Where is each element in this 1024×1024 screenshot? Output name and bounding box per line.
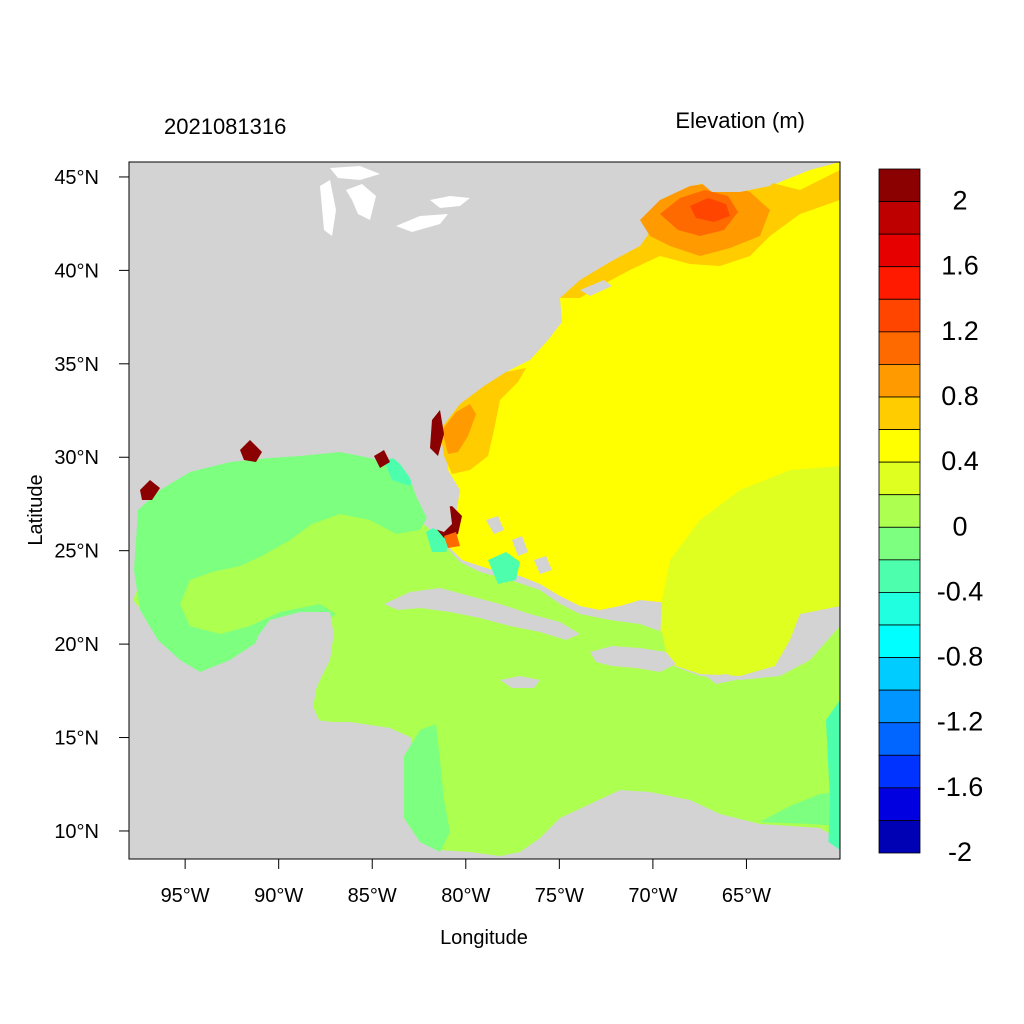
y-tick-label: 20°N — [54, 634, 99, 656]
florida-panhandle-surge — [374, 450, 390, 468]
south-caribbean-coast-anomaly — [760, 792, 840, 826]
map-plot-area — [128, 161, 841, 860]
south-america-coast — [540, 794, 840, 859]
lake-erie — [396, 214, 448, 232]
y-tick-label: 15°N — [54, 728, 99, 750]
colorbar-label: 0.8 — [941, 381, 979, 411]
carolina-coast-anomaly-core — [442, 404, 476, 454]
y-tick-label: 40°N — [54, 260, 99, 282]
yucatan-peninsula — [250, 612, 334, 714]
variable-title: Elevation (m) — [675, 108, 805, 133]
colorbar-swatch — [878, 364, 921, 398]
colorbar-swatch — [878, 689, 921, 724]
colorbar-swatch — [878, 396, 921, 430]
lesser-antilles-anomaly — [826, 700, 840, 859]
x-tick-label: 70°W — [628, 885, 677, 907]
southeast-coast-anomaly — [440, 368, 526, 474]
date-title: 2021081316 — [164, 114, 286, 139]
lake-superior — [330, 166, 380, 180]
georgia-coast-surge — [430, 410, 444, 456]
colorbar-swatch — [878, 592, 921, 626]
colorbar-label: -1.6 — [937, 772, 984, 802]
colorbar-swatch — [878, 461, 921, 496]
caribbean-sea-region — [133, 494, 840, 856]
y-tick-label: 10°N — [54, 821, 99, 843]
gulf-of-maine-anomaly-peak — [690, 198, 730, 222]
lake-michigan — [320, 180, 336, 236]
x-axis-label: Longitude — [440, 927, 528, 949]
colorbar-swatch — [878, 494, 921, 528]
latitude-axis: 10°N 15°N 20°N 25°N 30°N 35°N 40°N 45°N — [54, 167, 129, 843]
east-atlantic-region — [660, 466, 840, 676]
colorbar-label: 2 — [952, 186, 967, 216]
y-tick-label: 35°N — [54, 354, 99, 376]
long-island — [580, 280, 612, 296]
plot-frame — [128, 161, 841, 860]
puerto-rico-island — [706, 674, 736, 684]
colorbar-swatch — [878, 526, 921, 561]
y-axis-label: Latitude — [25, 474, 47, 545]
florida-peninsula — [386, 450, 452, 532]
colorbar-label: 1.6 — [941, 251, 979, 281]
lake-huron — [346, 184, 376, 220]
colorbar-swatch — [878, 657, 921, 691]
colorbar-swatch — [878, 429, 921, 463]
colorbar-label: -0.8 — [937, 642, 984, 672]
y-tick-label: 30°N — [54, 447, 99, 469]
x-tick-label: 65°W — [722, 885, 771, 907]
colorbar-label: -2 — [948, 837, 972, 867]
colorbar-swatch — [878, 722, 921, 756]
bahamas-banks-anomaly — [488, 552, 520, 584]
lake-ontario — [430, 196, 470, 208]
x-tick-label: 75°W — [535, 885, 584, 907]
colorbar-swatch — [878, 201, 921, 235]
cuba-island — [384, 588, 580, 640]
y-tick-label: 25°N — [54, 541, 99, 563]
colorbar-swatch — [878, 168, 921, 202]
x-tick-label: 80°W — [441, 885, 490, 907]
colorbar-label: 1.2 — [941, 316, 979, 346]
central-america-coast-anomaly — [404, 724, 450, 852]
x-tick-label: 95°W — [161, 885, 210, 907]
colorbar-swatch — [878, 624, 921, 658]
bahamas-islands — [486, 516, 552, 574]
colorbar-swatch — [878, 559, 921, 593]
nova-scotia-land — [700, 170, 780, 192]
colorbar: 2 1.6 1.2 0.8 0.4 0 -0.4 -0.8 -1.2 -1.6 -2 — [878, 168, 984, 867]
x-tick-label: 90°W — [254, 885, 303, 907]
gulf-of-mexico-region — [134, 452, 430, 672]
south-florida-surge-edge — [444, 532, 460, 548]
colorbar-label: 0 — [952, 511, 967, 541]
colorbar-swatch — [878, 298, 921, 333]
jamaica-island — [500, 676, 540, 688]
colorbar-label: -1.2 — [937, 707, 984, 737]
colorbar-swatch — [878, 754, 921, 789]
louisiana-coast-surge — [240, 440, 262, 462]
y-tick-label: 45°N — [54, 167, 99, 189]
longitude-axis: 95°W 90°W 85°W 80°W 75°W 70°W 65°W — [161, 859, 771, 907]
colorbar-swatch — [878, 233, 921, 268]
colorbar-swatch — [878, 266, 921, 300]
x-tick-label: 85°W — [348, 885, 397, 907]
colorbar-swatch — [878, 820, 921, 854]
colorbar-swatch — [878, 787, 921, 821]
texas-coast-surge — [140, 480, 160, 500]
central-america-isthmus — [129, 712, 420, 859]
colorbar-swatch — [878, 331, 921, 365]
colorbar-label: 0.4 — [941, 446, 979, 476]
colorbar-label: -0.4 — [937, 576, 984, 606]
hispaniola-island — [590, 646, 676, 672]
